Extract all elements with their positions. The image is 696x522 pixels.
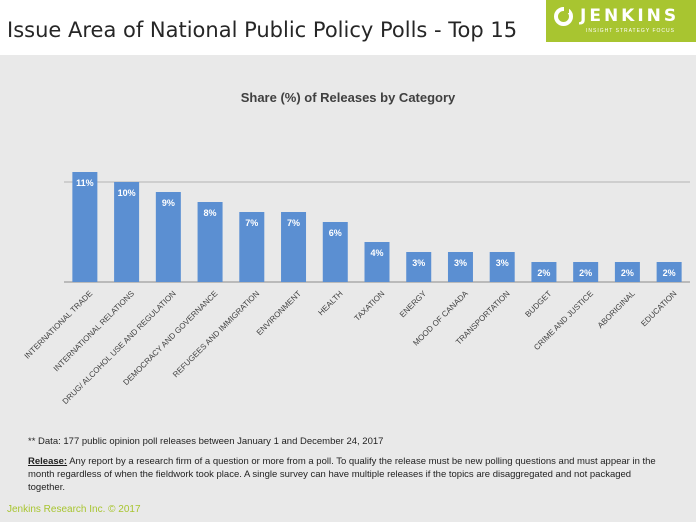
bar [406, 252, 432, 282]
data-label: 7% [287, 218, 300, 228]
jenkins-logo: JENKINS INSIGHT STRATEGY FOCUS [546, 0, 696, 42]
data-label: 11% [76, 178, 94, 188]
chart-title: Share (%) of Releases by Category [241, 90, 456, 105]
bar [114, 182, 140, 282]
chart-panel: Share (%) of Releases by Category 11% 10%… [0, 55, 696, 522]
category-label: BUDGET [523, 289, 553, 319]
data-label: 2% [579, 268, 592, 278]
bar-chart: Share (%) of Releases by Category 11% 10%… [23, 90, 690, 406]
logo-tagline: INSIGHT STRATEGY FOCUS [586, 28, 675, 34]
bar [281, 212, 307, 282]
data-label: 3% [454, 258, 467, 268]
data-label: 2% [663, 268, 676, 278]
data-label: 4% [370, 248, 383, 258]
data-label: 6% [329, 228, 342, 238]
data-footnote: ** Data: 177 public opinion poll release… [28, 436, 384, 447]
data-label: 8% [204, 208, 217, 218]
bar [656, 262, 682, 282]
bar [322, 222, 348, 282]
category-label: REFUGEES AND IMMIGRATION [171, 289, 261, 379]
data-label: 2% [621, 268, 634, 278]
bar [155, 192, 181, 282]
bar [614, 262, 640, 282]
bar [447, 252, 473, 282]
data-label: 7% [245, 218, 258, 228]
copyright: Jenkins Research Inc. © 2017 [7, 504, 141, 515]
bar [197, 202, 223, 282]
category-label: ENERGY [398, 289, 429, 320]
release-label: Release: [28, 456, 68, 467]
category-label: INTERNATIONAL TRADE [23, 289, 95, 361]
page-title: Issue Area of National Public Policy Pol… [7, 18, 518, 42]
bar [239, 212, 265, 282]
release-definition: Release: Any report by a research firm o… [28, 455, 668, 494]
bar [72, 172, 98, 282]
logo-ring-icon [554, 6, 573, 26]
data-label: 2% [537, 268, 550, 278]
data-label: 9% [162, 198, 175, 208]
data-label: 3% [412, 258, 425, 268]
logo-name: JENKINS [580, 6, 680, 26]
category-label: EDUCATION [639, 289, 678, 328]
bar [531, 262, 557, 282]
category-label: TAXATION [353, 289, 387, 323]
category-label: ENVIRONMENT [255, 289, 303, 337]
category-label: ABORIGINAL [596, 289, 637, 330]
category-label: INTERNATIONAL RELATIONS [52, 289, 136, 373]
data-label: 3% [496, 258, 509, 268]
data-label: 10% [118, 188, 136, 198]
bar [489, 252, 515, 282]
bar [364, 242, 390, 282]
bar [573, 262, 599, 282]
category-label: HEALTH [316, 289, 344, 317]
release-text: Any report by a research firm of a quest… [28, 456, 656, 493]
